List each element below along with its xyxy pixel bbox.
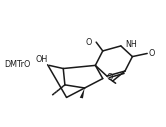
- Text: O: O: [106, 73, 112, 82]
- Text: DMTrO: DMTrO: [4, 60, 30, 69]
- Polygon shape: [80, 88, 85, 98]
- Text: O: O: [149, 49, 155, 58]
- Text: O: O: [86, 38, 92, 47]
- Text: NH: NH: [125, 40, 137, 49]
- Text: OH: OH: [35, 55, 48, 64]
